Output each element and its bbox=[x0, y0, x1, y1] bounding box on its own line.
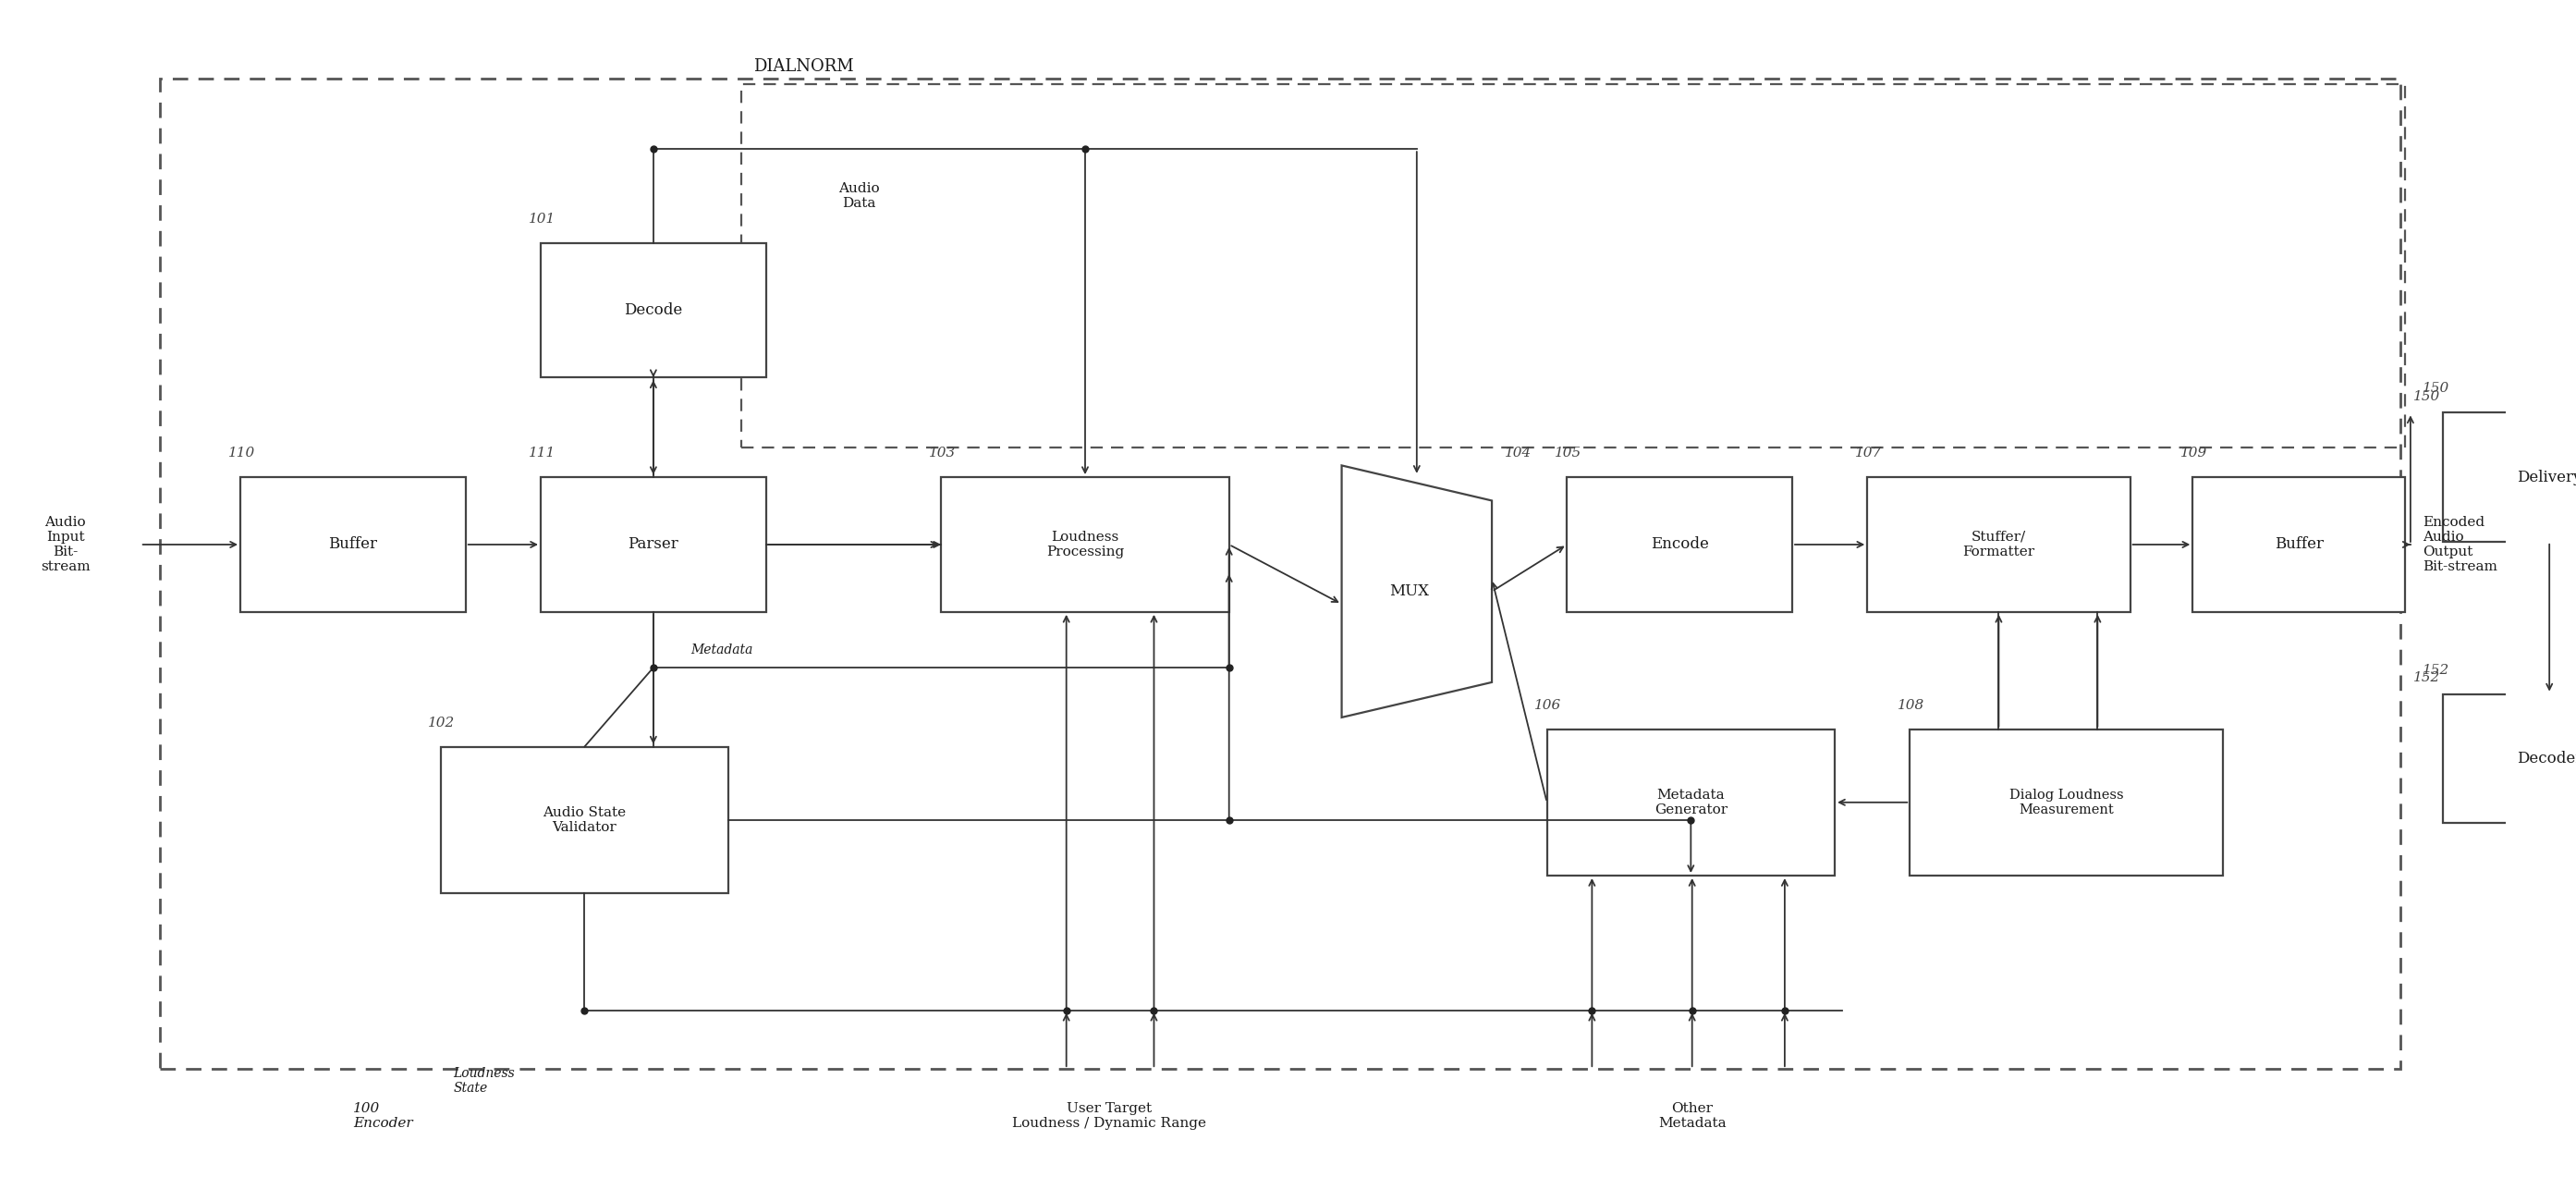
Text: 111: 111 bbox=[528, 446, 556, 459]
Text: 150: 150 bbox=[2424, 383, 2450, 395]
FancyBboxPatch shape bbox=[541, 477, 765, 612]
Text: 101: 101 bbox=[528, 212, 556, 225]
FancyBboxPatch shape bbox=[2192, 477, 2406, 612]
Text: Audio State
Validator: Audio State Validator bbox=[544, 806, 626, 833]
FancyBboxPatch shape bbox=[440, 746, 729, 893]
Text: Loudness
Processing: Loudness Processing bbox=[1046, 531, 1123, 559]
Polygon shape bbox=[1342, 465, 1492, 718]
Text: 104: 104 bbox=[1504, 446, 1530, 459]
Text: MUX: MUX bbox=[1388, 584, 1430, 599]
Text: Encoded
Audio
Output
Bit-stream: Encoded Audio Output Bit-stream bbox=[2424, 516, 2499, 573]
Text: Decode: Decode bbox=[623, 302, 683, 318]
Text: Audio
Data: Audio Data bbox=[837, 182, 878, 210]
Text: Buffer: Buffer bbox=[2275, 537, 2324, 552]
Text: Loudness
State: Loudness State bbox=[453, 1066, 515, 1095]
FancyBboxPatch shape bbox=[1868, 477, 2130, 612]
FancyBboxPatch shape bbox=[2442, 694, 2576, 823]
Text: Other
Metadata: Other Metadata bbox=[1659, 1102, 1726, 1130]
Text: User Target
Loudness / Dynamic Range: User Target Loudness / Dynamic Range bbox=[1012, 1102, 1206, 1130]
FancyBboxPatch shape bbox=[940, 477, 1229, 612]
Text: 107: 107 bbox=[1855, 446, 1883, 459]
Text: Metadata
Generator: Metadata Generator bbox=[1654, 789, 1728, 817]
FancyBboxPatch shape bbox=[1566, 477, 1793, 612]
Text: 152: 152 bbox=[2414, 672, 2439, 685]
Text: 110: 110 bbox=[227, 446, 255, 459]
Text: 108: 108 bbox=[1899, 699, 1924, 712]
Text: 103: 103 bbox=[930, 446, 956, 459]
Text: 105: 105 bbox=[1553, 446, 1582, 459]
Text: Decoder: Decoder bbox=[2517, 751, 2576, 766]
Text: Metadata: Metadata bbox=[690, 644, 752, 657]
FancyBboxPatch shape bbox=[240, 477, 466, 612]
Text: 102: 102 bbox=[428, 716, 456, 729]
Text: DIALNORM: DIALNORM bbox=[752, 59, 853, 75]
Text: Delivery: Delivery bbox=[2517, 470, 2576, 485]
Text: 106: 106 bbox=[1535, 699, 1561, 712]
FancyBboxPatch shape bbox=[541, 242, 765, 378]
FancyBboxPatch shape bbox=[1548, 729, 1834, 876]
Text: Encode: Encode bbox=[1651, 537, 1708, 552]
FancyBboxPatch shape bbox=[1909, 729, 2223, 876]
Text: Stuffer/
Formatter: Stuffer/ Formatter bbox=[1963, 531, 2035, 559]
Text: Audio
Input
Bit-
stream: Audio Input Bit- stream bbox=[41, 516, 90, 573]
Text: 109: 109 bbox=[2179, 446, 2208, 459]
Text: 152: 152 bbox=[2424, 664, 2450, 677]
Text: 100
Encoder: 100 Encoder bbox=[353, 1102, 412, 1130]
FancyBboxPatch shape bbox=[2442, 413, 2576, 541]
Text: Buffer: Buffer bbox=[330, 537, 379, 552]
Text: Parser: Parser bbox=[629, 537, 677, 552]
Text: 150: 150 bbox=[2414, 391, 2439, 404]
Text: Dialog Loudness
Measurement: Dialog Loudness Measurement bbox=[2009, 789, 2123, 817]
